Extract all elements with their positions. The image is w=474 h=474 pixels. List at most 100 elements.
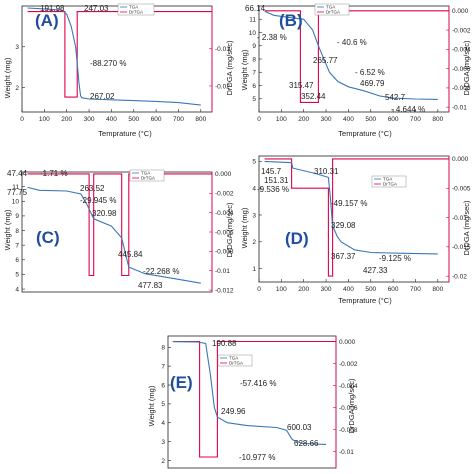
y2-tick-label: 0.000 bbox=[452, 8, 469, 15]
legend-tga: TGA bbox=[326, 5, 335, 10]
annotation-445-84: 445.84 bbox=[118, 250, 143, 259]
y-tick-label: 9 bbox=[15, 213, 19, 220]
x-tick-label: 800 bbox=[195, 116, 206, 123]
y-tick-label: 4 bbox=[15, 286, 19, 293]
annotation-329-08: 329.08 bbox=[331, 221, 356, 230]
plot-area: 0 100 200 300 400 500 600 700 800 23 -0.01-0.02 bbox=[15, 5, 230, 123]
y-tick-label: 6 bbox=[161, 382, 165, 389]
annotation-542-7: 542.7 bbox=[385, 93, 406, 102]
legend-dtga: DrTGA bbox=[383, 182, 397, 187]
x-tick-label: 400 bbox=[343, 116, 354, 123]
chart-panel-e: 2 3 4 5 6 7 8 0.000 -0.002 -0.004 -0.006 -0.008 -0.… bbox=[147, 335, 358, 469]
dtga-series-line bbox=[27, 11, 212, 98]
tga-series-line bbox=[264, 160, 438, 255]
annotation-247-03: 247.03 bbox=[84, 4, 109, 13]
annotation-mass-loss-2: -10.977 % bbox=[239, 453, 275, 462]
annotation-151-31: 151.31 bbox=[264, 176, 289, 185]
y-tick-label: 5 bbox=[252, 96, 256, 103]
x-tick-label: 700 bbox=[410, 116, 421, 123]
plot-area: 4 5 6 7 8 9 10 11 0.000 -0.002 -0.004 -0.006 -0.008… bbox=[12, 171, 234, 294]
y2-axis-label: DrDGA (mg/sec) bbox=[225, 40, 234, 96]
annotation-mass-loss-3: - 6.52 % bbox=[355, 68, 385, 77]
dtga-series-line bbox=[27, 173, 212, 277]
y-tick-label: 8 bbox=[15, 228, 19, 235]
x-tick-label: 0 bbox=[257, 116, 261, 123]
plot-area: 0 100 200 300 400 500 600 700 800 1 2 3 4 5 0.000 -0.… bbox=[252, 155, 471, 293]
y2-tick-label: -0.002 bbox=[452, 27, 471, 34]
y2-tick-label: -0.01 bbox=[452, 215, 467, 222]
legend-tga: TGA bbox=[229, 356, 238, 361]
legend-dtga: DrTGA bbox=[129, 10, 143, 15]
y-axis-label: Weight (mg) bbox=[3, 57, 12, 98]
x-tick-label: 200 bbox=[298, 116, 309, 123]
x-tick-label: 600 bbox=[388, 116, 399, 123]
y-tick-label: 3 bbox=[252, 212, 256, 219]
y-tick-label: 3 bbox=[161, 439, 165, 446]
annotation-628-66: 628.66 bbox=[294, 439, 319, 448]
panel-label: (B) bbox=[279, 11, 303, 30]
y-tick-label: 9 bbox=[252, 43, 256, 50]
y-axis-label: Weight (mg) bbox=[147, 385, 156, 426]
y2-tick-label: -0.01 bbox=[339, 449, 354, 456]
x-tick-label: 400 bbox=[106, 116, 117, 123]
y-ticks: 23 bbox=[15, 44, 25, 92]
chart-panel-a: 0 100 200 300 400 500 600 700 800 23 -0.01-0.02 … bbox=[3, 3, 234, 138]
x-tick-label: 500 bbox=[128, 116, 139, 123]
x-tick-label: 0 bbox=[257, 286, 261, 293]
annotation-190-88: 190.88 bbox=[212, 339, 237, 348]
legend-dtga: DrTGA bbox=[326, 10, 340, 15]
x-tick-label: 500 bbox=[365, 116, 376, 123]
y-tick-label: 2 bbox=[161, 458, 165, 465]
x-axis-label: Temprature (°C) bbox=[338, 129, 392, 138]
annotation-145-7: 145.7 bbox=[261, 167, 282, 176]
y2-tick-label: 0.000 bbox=[452, 156, 469, 163]
y2-tick-label: -0.008 bbox=[452, 85, 471, 92]
legend-tga: TGA bbox=[383, 177, 392, 182]
legend-tga: TGA bbox=[141, 171, 150, 176]
y-tick-label: 10 bbox=[249, 30, 257, 37]
y-axis-label: Weight (mg) bbox=[240, 49, 249, 90]
y2-axis-label: DrDGA (mg/sec) bbox=[462, 200, 471, 256]
legend-dtga: DrTGA bbox=[141, 176, 155, 181]
y-tick-label: 7 bbox=[161, 363, 165, 370]
chart-panel-c: 4 5 6 7 8 9 10 11 0.000 -0.002 -0.004 -0.006 -0.008… bbox=[3, 169, 234, 294]
y-tick-label: 4 bbox=[161, 420, 165, 427]
y-axis-label: Weight (mg) bbox=[3, 209, 12, 250]
y2-tick-label: -0.01 bbox=[215, 46, 230, 53]
y-tick-label: 1 bbox=[252, 266, 256, 273]
y2-tick-label: -0.008 bbox=[339, 427, 358, 434]
annotation-265-77: 265.77 bbox=[313, 56, 338, 65]
x-tick-label: 600 bbox=[151, 116, 162, 123]
panel-label: (C) bbox=[36, 228, 60, 247]
annotation-367-37: 367.37 bbox=[331, 252, 356, 261]
x-tick-label: 200 bbox=[298, 286, 309, 293]
x-ticks: 0 100 200 300 400 500 600 700 800 bbox=[257, 279, 444, 293]
x-tick-label: 700 bbox=[410, 286, 421, 293]
y-tick-label: 5 bbox=[15, 272, 19, 279]
annotation-66-14: 66.14 bbox=[245, 4, 266, 13]
annotation-427-33: 427.33 bbox=[363, 266, 388, 275]
annotation-mass-loss-1: - 2.38 % bbox=[257, 33, 287, 42]
annotation-600-03: 600.03 bbox=[287, 423, 312, 432]
y2-tick-label: -0.006 bbox=[339, 405, 358, 412]
y-tick-label: 6 bbox=[15, 257, 19, 264]
x-tick-label: 600 bbox=[388, 286, 399, 293]
y2-tick-label: -0.004 bbox=[452, 47, 471, 54]
plot-area: 2 3 4 5 6 7 8 0.000 -0.002 -0.004 -0.006 -0.008 -0.… bbox=[161, 335, 358, 469]
annotation-mass-loss: -88.270 % bbox=[90, 59, 126, 68]
y-tick-label: 8 bbox=[252, 56, 256, 63]
x-tick-label: 300 bbox=[321, 286, 332, 293]
tga-series-line bbox=[172, 341, 327, 445]
legend: TGA DrTGA bbox=[117, 3, 155, 16]
annotation-310-31: 310.31 bbox=[314, 167, 339, 176]
y2-tick-label: -0.02 bbox=[452, 273, 467, 280]
x-axis-label: Temprature (°C) bbox=[98, 129, 152, 138]
legend: TGA DrTGA bbox=[217, 354, 253, 367]
y2-tick-label: 0.000 bbox=[215, 171, 232, 178]
annotation-320-98: 320.98 bbox=[92, 209, 117, 218]
annotation-mass-loss-2: - 40.6 % bbox=[337, 38, 367, 47]
y-ticks: 2 3 4 5 6 7 8 bbox=[161, 345, 171, 465]
y-tick-label: 7 bbox=[15, 242, 19, 249]
annotation-267-02: 267.02 bbox=[90, 92, 115, 101]
y-axis-label: Weight (mg) bbox=[240, 207, 249, 248]
